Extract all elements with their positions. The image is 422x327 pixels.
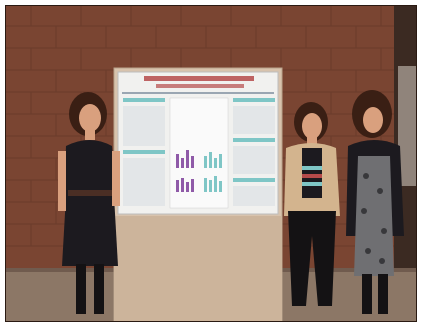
doorway-light <box>398 66 416 186</box>
person-left <box>58 92 120 314</box>
person-right <box>346 90 404 314</box>
person-middle <box>284 102 340 306</box>
research-poster <box>117 71 279 215</box>
event-photo <box>5 5 417 322</box>
photo-illustration <box>6 6 416 321</box>
